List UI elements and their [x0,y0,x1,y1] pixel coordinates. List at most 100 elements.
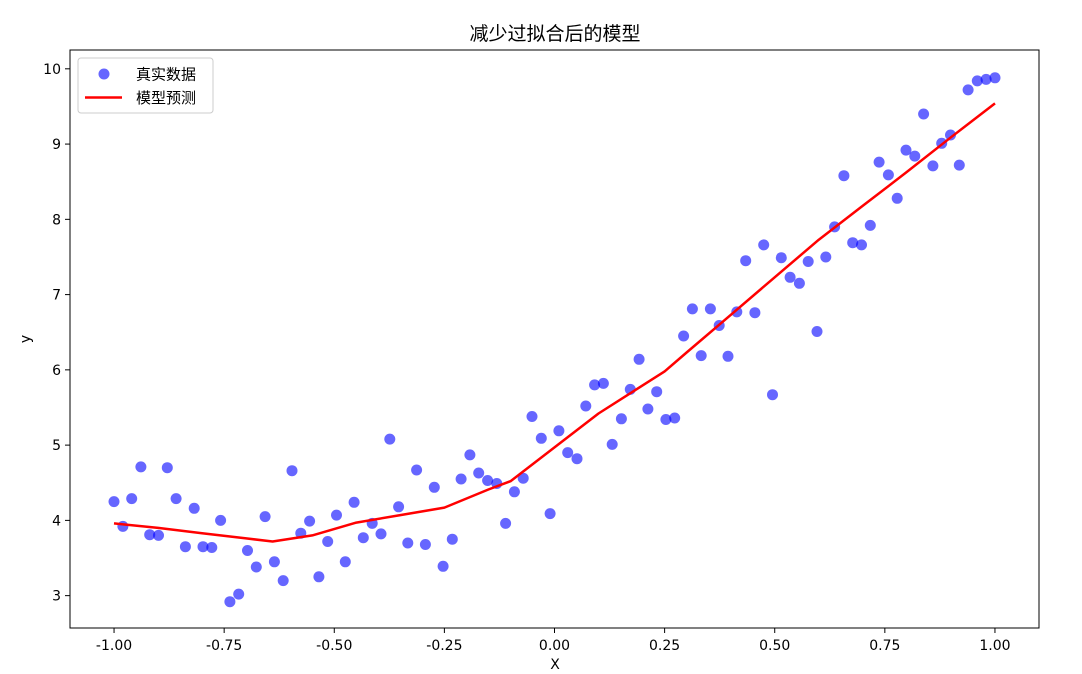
scatter-point [962,84,974,96]
scatter-point [153,529,164,541]
y-tick-label: 8 [52,212,61,228]
scatter-point [535,432,547,444]
scatter-point [909,150,921,162]
x-axis-label: X [550,657,560,673]
scatter-point [526,411,538,422]
scatter-point [811,326,823,337]
scatter-point [197,541,209,553]
y-axis: 3 4 5 6 7 8 9 10 [43,62,70,605]
scatter-point [455,473,467,485]
scatter-point [322,536,334,547]
scatter-point [784,271,796,283]
scatter-point [731,306,743,318]
legend-label-line: 模型预测 [136,89,196,107]
x-tick-label: -0.50 [316,638,352,654]
scatter-point [900,144,912,156]
y-tick-label: 4 [52,513,61,529]
x-tick-label: 0.25 [649,638,680,654]
y-tick-label: 10 [43,62,61,78]
scatter-point [927,160,939,172]
scatter-point [678,330,690,342]
scatter-point [660,414,672,425]
scatter-point [402,537,414,549]
scatter-point [695,350,707,362]
x-tick-label: 0.75 [869,638,900,654]
scatter-point [802,256,814,267]
x-tick-label: 1.00 [979,638,1010,654]
scatter-point [179,541,191,553]
scatter-point [873,156,885,168]
x-tick-label: 0.00 [539,638,570,654]
scatter-point [250,561,262,573]
scatter-point [348,496,360,508]
scatter-point [224,596,236,608]
x-tick-label: -1.00 [96,638,132,654]
x-tick-label: -0.25 [426,638,462,654]
y-tick-label: 9 [52,137,61,153]
scatter-point [980,73,992,85]
scatter-point [437,560,449,572]
scatter-point [597,377,609,389]
y-tick-label: 5 [52,438,61,454]
scatter-point [357,532,369,544]
scatter-point [686,303,698,315]
scatter-point [544,508,556,520]
scatter-point [508,486,520,498]
scatter-point [704,303,716,315]
scatter-point [971,75,983,87]
scatter-point [268,556,280,568]
scatter-point [473,467,485,479]
scatter-point [820,251,832,263]
scatter-point [393,501,405,513]
chart-title: 减少过拟合后的模型 [469,23,640,45]
scatter-point [233,588,245,600]
x-tick-label: -0.75 [206,638,242,654]
y-tick-label: 7 [52,288,61,304]
scatter-point [135,461,147,473]
scatter-point [722,350,734,362]
scatter-point [375,528,387,540]
scatter-point [945,129,956,141]
y-axis-label: y [18,335,34,343]
plot-area [70,50,1039,628]
scatter-point [891,192,903,204]
scatter-point [633,353,645,365]
scatter-point [161,462,173,474]
scatter-point [411,464,423,476]
scatter-point [464,449,476,461]
scatter-point [117,520,129,532]
scatter-point [669,412,681,424]
scatter-point [331,509,342,521]
scatter-series [108,72,1001,608]
scatter-point [286,465,298,477]
scatter-point [651,386,663,398]
legend-marker-scatter [98,68,110,80]
scatter-point [313,571,325,583]
x-tick-label: 0.50 [759,638,790,654]
scatter-point [419,539,431,550]
scatter-point [482,475,494,486]
scatter-point [215,514,227,526]
scatter-point [989,72,1001,84]
scatter-point [259,511,271,523]
legend-label-scatter: 真实数据 [136,66,196,84]
scatter-point [500,517,512,529]
scatter-point [126,493,138,505]
scatter-point [446,533,458,545]
scatter-point [918,108,930,120]
scatter-point [188,502,200,514]
scatter-point [740,255,752,267]
prediction-line [113,102,996,543]
scatter-point [339,556,351,568]
y-tick-label: 6 [52,363,61,379]
scatter-point [615,413,627,425]
scatter-point [864,219,876,231]
legend-box [77,57,214,114]
scatter-point [517,472,529,484]
scatter-point [562,447,574,459]
scatter-point [170,493,182,505]
scatter-point [838,170,850,182]
scatter-point [580,400,592,412]
y-tick-label: 3 [52,589,61,605]
